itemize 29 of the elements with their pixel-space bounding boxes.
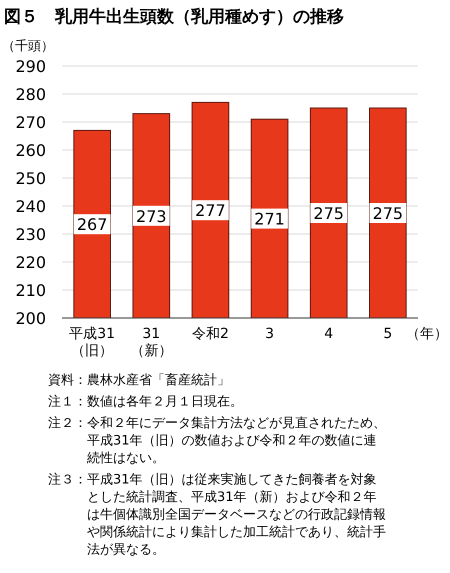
x-tick-label: 5 <box>383 326 392 342</box>
text: 資料：農林水産省「畜産統計」 <box>48 372 230 388</box>
y-tick-label: 260 <box>15 141 46 160</box>
y-tick-label: 270 <box>15 113 46 132</box>
text: 注１：数値は各年２月１日現在。 <box>48 394 243 410</box>
y-tick-label: 240 <box>15 197 46 216</box>
text: 注２：令和２年にデータ集計方法などが見直されたため、平成31年（旧）の数値および令和２年の数値に連続性はない。 <box>48 415 386 466</box>
data-label: 271 <box>254 210 285 229</box>
x-tick-label: 3 <box>265 326 274 342</box>
data-label: 275 <box>313 204 344 223</box>
x-tick-label: 令和2 <box>192 326 229 342</box>
y-tick-label: 200 <box>15 309 46 328</box>
data-label: 277 <box>195 201 226 220</box>
x-tick-label: 平成31 （旧） <box>69 326 116 359</box>
y-tick-label: 250 <box>15 169 46 188</box>
x-tick-label: 4 <box>324 326 334 342</box>
x-tick-label: 31 （新） <box>130 326 172 359</box>
data-label: 273 <box>136 206 167 226</box>
y-tick-label: 230 <box>15 225 46 244</box>
y-axis-title: （千頭） <box>2 39 54 54</box>
y-tick-label: 220 <box>15 253 46 272</box>
x-axis-title: （年） <box>406 326 448 342</box>
text: 注３：平成31年（旧）は従来実施してきた飼養者を対象とした統計調査、平成31年（新）および令和２年は牛個体識別全国データベースなどの行政記録情報や関係統計により集計した加工統計であり、統計手法が異なる。 <box>48 472 386 558</box>
y-tick-label: 290 <box>15 57 46 76</box>
data-label: 267 <box>76 215 108 234</box>
y-tick-label: 280 <box>15 85 46 104</box>
chart-title: 図５ 乳用牛出生頭数（乳用種めす）の推移 <box>4 7 344 27</box>
data-label: 275 <box>372 204 404 223</box>
y-tick-label: 210 <box>15 281 46 300</box>
